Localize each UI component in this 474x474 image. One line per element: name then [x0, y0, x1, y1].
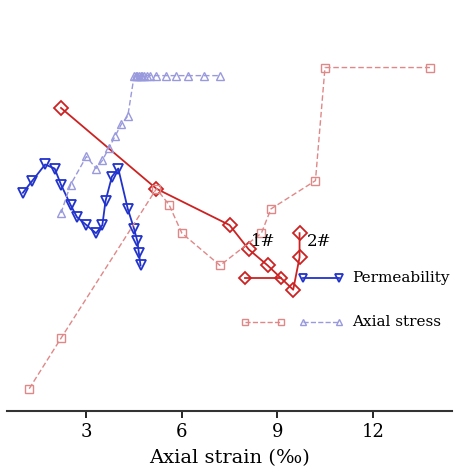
- Text: 2#: 2#: [306, 233, 331, 250]
- Text: Permeability: Permeability: [352, 271, 449, 284]
- X-axis label: Axial strain (‰): Axial strain (‰): [149, 449, 310, 467]
- Text: Axial stress: Axial stress: [352, 315, 441, 329]
- Text: 1#: 1#: [251, 233, 275, 250]
